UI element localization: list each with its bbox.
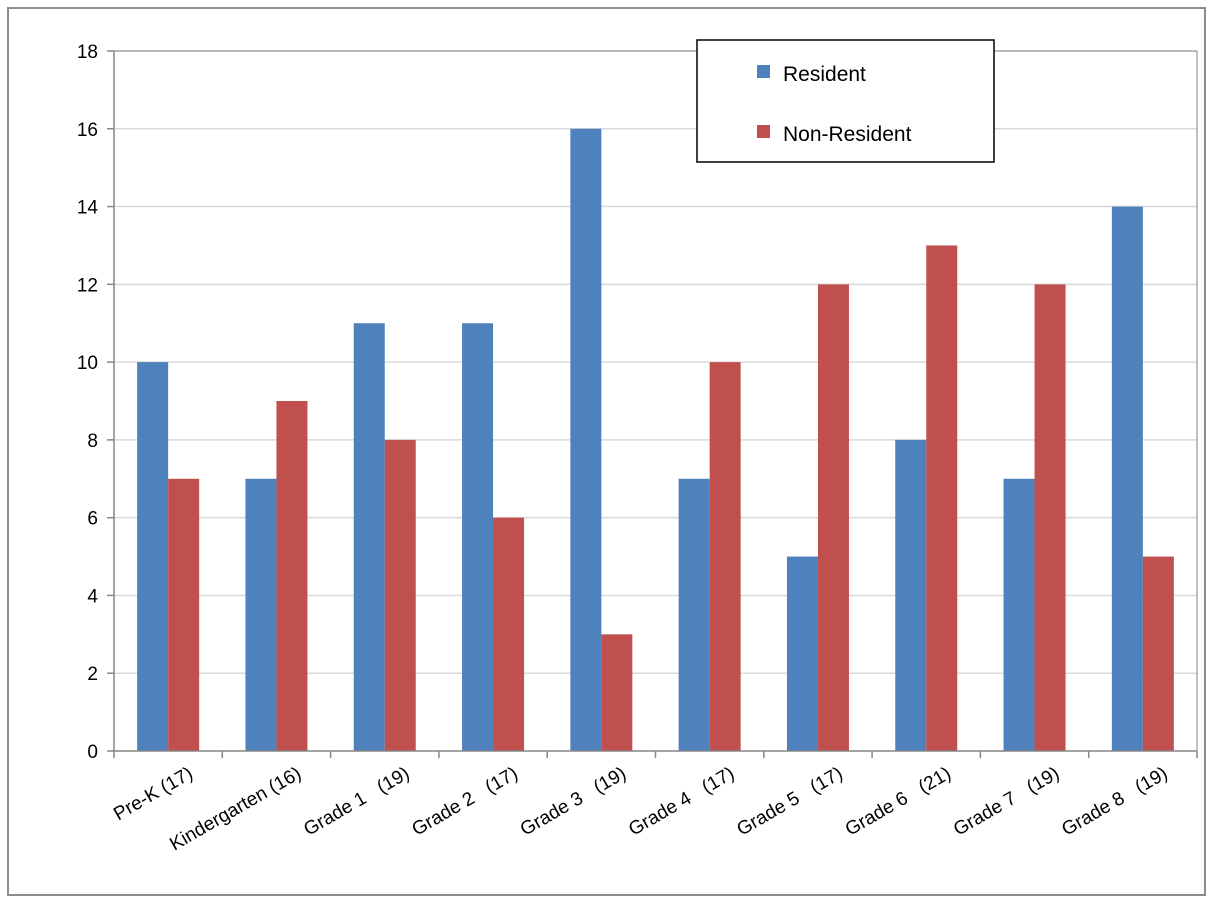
y-tick-label: 10 bbox=[77, 353, 98, 374]
y-tick-label: 18 bbox=[77, 42, 98, 63]
y-tick-label: 6 bbox=[87, 509, 98, 530]
bar-non-resident bbox=[276, 401, 308, 751]
bar-non-resident bbox=[1142, 556, 1174, 751]
bar-non-resident bbox=[168, 478, 200, 751]
bar-resident bbox=[895, 439, 927, 751]
bar-resident bbox=[245, 478, 277, 751]
bar-resident bbox=[570, 128, 602, 751]
legend-swatch-non-resident bbox=[757, 125, 770, 138]
y-tick-label: 16 bbox=[77, 120, 98, 141]
legend-label: Non-Resident bbox=[783, 123, 912, 146]
bar-non-resident bbox=[601, 634, 633, 751]
bar-resident bbox=[1111, 206, 1143, 752]
bar-resident bbox=[786, 556, 818, 751]
y-tick-label: 4 bbox=[87, 586, 98, 607]
bar-non-resident bbox=[817, 284, 849, 751]
bar-non-resident bbox=[493, 517, 525, 751]
x-tick-label: Grade 5 (17) bbox=[734, 763, 847, 840]
x-tick-label: Grade 8 (19) bbox=[1058, 763, 1171, 840]
x-tick-label: Grade 6 (21) bbox=[842, 763, 955, 840]
y-tick-label: 14 bbox=[77, 198, 99, 219]
x-tick-label: Pre-K (17) bbox=[110, 763, 196, 825]
legend-swatch-resident bbox=[757, 65, 770, 78]
bar-non-resident bbox=[709, 362, 741, 751]
bar-resident bbox=[353, 323, 385, 751]
x-tick-label: Grade 2 (17) bbox=[409, 763, 522, 840]
bar-resident bbox=[462, 323, 494, 751]
y-tick-label: 12 bbox=[77, 275, 98, 296]
bar-resident bbox=[1003, 478, 1035, 751]
bar-non-resident bbox=[1034, 284, 1066, 751]
y-tick-label: 2 bbox=[87, 664, 98, 685]
legend-label: Resident bbox=[783, 63, 866, 86]
bar-resident bbox=[137, 362, 169, 751]
x-tick-label: Grade 3 (19) bbox=[517, 763, 630, 840]
y-tick-label: 8 bbox=[87, 431, 98, 452]
bar-resident bbox=[678, 478, 710, 751]
x-tick-label: Grade 7 (19) bbox=[950, 763, 1063, 840]
legend-box bbox=[696, 39, 995, 163]
x-tick-label: Grade 4 (17) bbox=[625, 763, 738, 840]
bar-non-resident bbox=[926, 245, 958, 751]
y-tick-label: 0 bbox=[87, 742, 98, 763]
bar-non-resident bbox=[384, 439, 416, 751]
x-tick-label: Grade 1 (19) bbox=[300, 763, 413, 840]
